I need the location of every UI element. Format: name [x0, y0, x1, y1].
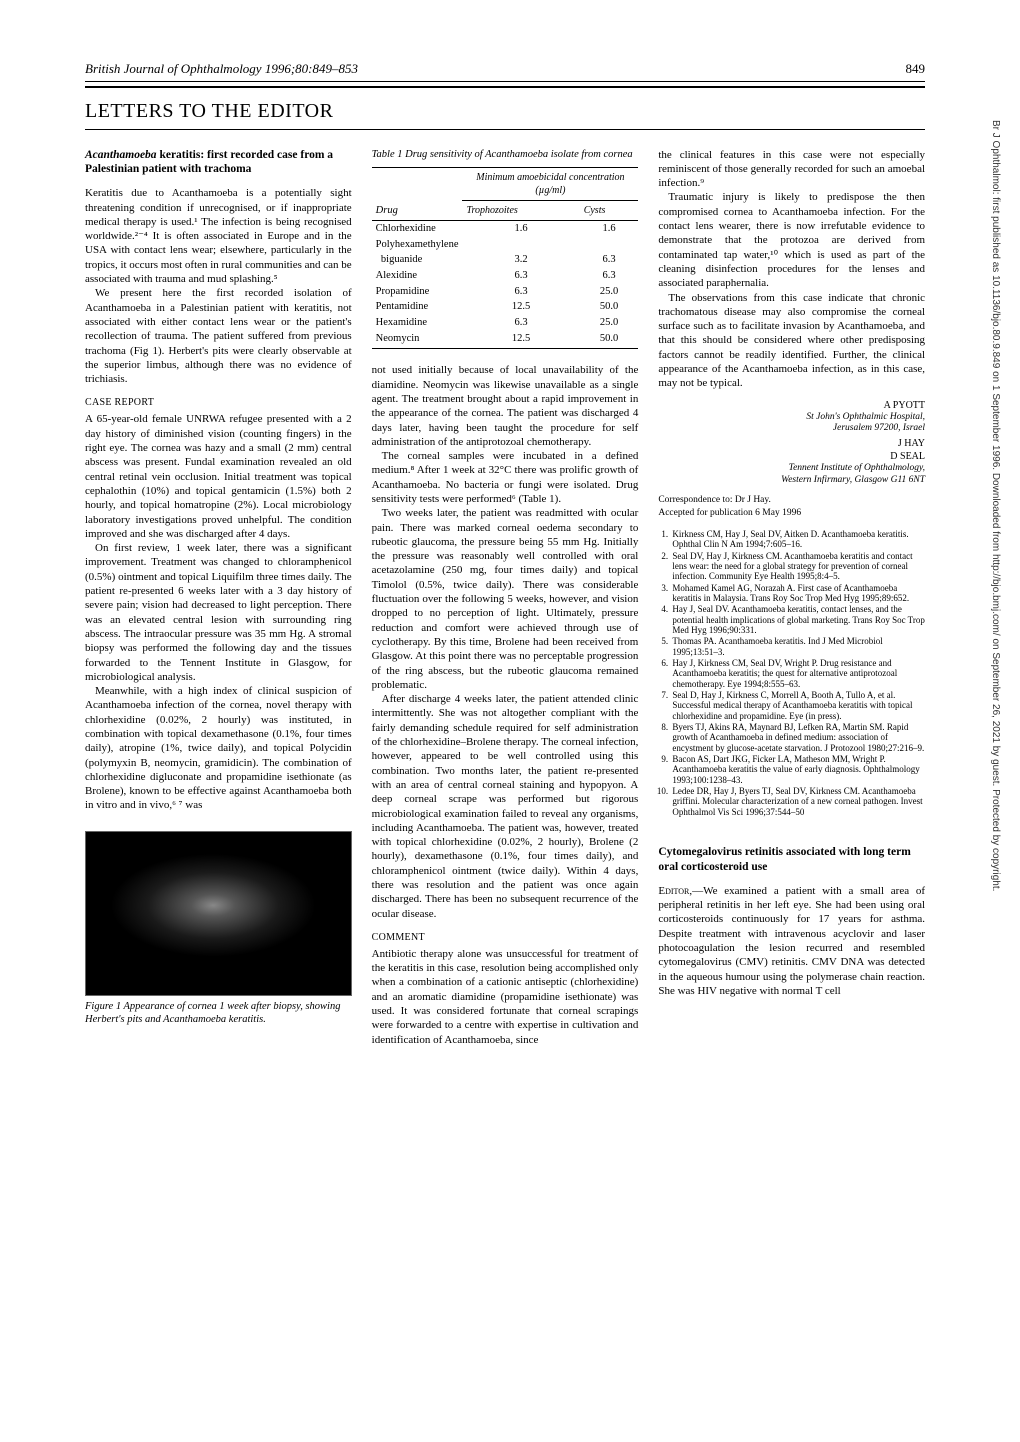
- reference-item: Byers TJ, Akins RA, Maynard BJ, Lefken R…: [670, 722, 925, 753]
- col3-para-2: Traumatic injury is likely to predispose…: [658, 190, 925, 290]
- intro-para-1: Keratitis due to Acanthamoeba is a poten…: [85, 186, 352, 286]
- case-para-2: On first review, 1 week later, there was…: [85, 541, 352, 684]
- affiliation-1b: Jerusalem 97200, Israel: [658, 423, 925, 434]
- correspondence: Correspondence to: Dr J Hay.: [658, 494, 925, 506]
- intro-para-2: We present here the first recorded isola…: [85, 286, 352, 386]
- table-row: Pentamidine12.550.0: [372, 299, 639, 315]
- journal-header: British Journal of Ophthalmology 1996;80…: [85, 60, 925, 78]
- affiliation-1a: St John's Ophthalmic Hospital,: [658, 412, 925, 423]
- reference-item: Bacon AS, Dart JKG, Ficker LA, Matheson …: [670, 754, 925, 785]
- references: Kirkness CM, Hay J, Seal DV, Aitken D. A…: [658, 529, 925, 817]
- article-2-text: —We examined a patient with a small area…: [658, 885, 925, 997]
- table-row: Polyhexamethylene: [372, 237, 639, 253]
- col3-para-1: the clinical features in this case were …: [658, 148, 925, 191]
- reference-item: Ledee DR, Hay J, Byers TJ, Seal DV, Kirk…: [670, 786, 925, 817]
- case-para-1: A 65-year-old female UNRWA refugee prese…: [85, 412, 352, 541]
- affiliation-2a: Tennent Institute of Ophthalmology,: [658, 463, 925, 474]
- case-para-3: Meanwhile, with a high index of clinical…: [85, 684, 352, 813]
- reference-item: Thomas PA. Acanthamoeba keratitis. Ind J…: [670, 636, 925, 657]
- table-row: Chlorhexidine1.61.6: [372, 221, 639, 237]
- section-title: LETTERS TO THE EDITOR: [85, 98, 925, 125]
- article-2-body: Editor,—We examined a patient with a sma…: [658, 884, 925, 998]
- reference-item: Seal D, Hay J, Kirkness C, Morrell A, Bo…: [670, 690, 925, 721]
- title-italic: Acanthamoeba: [85, 149, 157, 161]
- col2-para-1: not used initially because of local unav…: [372, 363, 639, 449]
- reference-item: Kirkness CM, Hay J, Seal DV, Aitken D. A…: [670, 529, 925, 550]
- reference-item: Seal DV, Hay J, Kirkness CM. Acanthamoeb…: [670, 551, 925, 582]
- page-number: 849: [906, 60, 926, 78]
- reference-item: Mohamed Kamel AG, Norazah A. First case …: [670, 583, 925, 604]
- table-row: Propamidine6.325.0: [372, 284, 639, 300]
- th-troph: Trophozoites: [462, 201, 579, 221]
- table-row: Hexamidine6.325.0: [372, 315, 639, 331]
- accepted-date: Accepted for publication 6 May 1996: [658, 507, 925, 519]
- sidebar-citation: Br J Ophthalmol: first published as 10.1…: [989, 120, 1003, 1320]
- table-row: Alexidine6.36.3: [372, 268, 639, 284]
- article-2-title: Cytomegalovirus retinitis associated wit…: [658, 845, 925, 874]
- comment-para-1: Antibiotic therapy alone was unsuccessfu…: [372, 947, 639, 1047]
- th-group: Minimum amoebicidal concentration (µg/ml…: [462, 168, 638, 201]
- col2-para-2: The corneal samples were incubated in a …: [372, 449, 639, 506]
- author-1: A PYOTT: [658, 399, 925, 412]
- col2-para-4: After discharge 4 weeks later, the patie…: [372, 692, 639, 921]
- figure-1-caption: Figure 1 Appearance of cornea 1 week aft…: [85, 1000, 352, 1027]
- reference-item: Hay J, Seal DV. Acanthamoeba keratitis, …: [670, 604, 925, 635]
- article-title: Acanthamoeba keratitis: first recorded c…: [85, 148, 352, 177]
- column-1: Acanthamoeba keratitis: first recorded c…: [85, 148, 352, 1047]
- comment-heading: COMMENT: [372, 931, 639, 944]
- column-3: the clinical features in this case were …: [658, 148, 925, 1047]
- figure-1-image: [85, 831, 352, 996]
- col3-para-3: The observations from this case indicate…: [658, 291, 925, 391]
- author-3: D SEAL: [658, 450, 925, 463]
- th-cysts: Cysts: [580, 201, 639, 221]
- reference-item: Hay J, Kirkness CM, Seal DV, Wright P. D…: [670, 658, 925, 689]
- editor-label: Editor,: [658, 885, 692, 897]
- th-drug: Drug: [372, 168, 463, 221]
- table-row: Neomycin12.550.0: [372, 331, 639, 349]
- affiliation-2b: Western Infirmary, Glasgow G11 6NT: [658, 475, 925, 486]
- col2-para-3: Two weeks later, the patient was readmit…: [372, 506, 639, 692]
- table-1: Drug Minimum amoebicidal concentration (…: [372, 167, 639, 349]
- column-2: Table 1 Drug sensitivity of Acanthamoeba…: [372, 148, 639, 1047]
- journal-citation: British Journal of Ophthalmology 1996;80…: [85, 60, 358, 78]
- table-row: biguanide3.26.3: [372, 252, 639, 268]
- table-1-caption: Table 1 Drug sensitivity of Acanthamoeba…: [372, 148, 639, 162]
- case-report-heading: CASE REPORT: [85, 396, 352, 409]
- figure-1: Figure 1 Appearance of cornea 1 week aft…: [85, 831, 352, 1027]
- author-2: J HAY: [658, 437, 925, 450]
